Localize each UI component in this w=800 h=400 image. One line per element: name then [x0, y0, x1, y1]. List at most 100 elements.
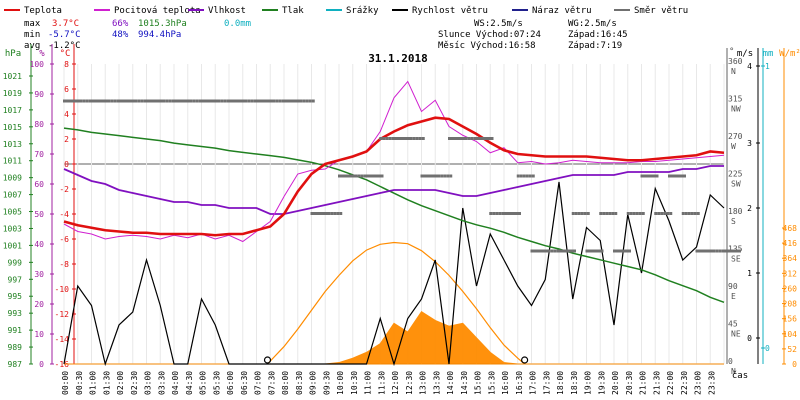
- wind-direction-point: [608, 212, 612, 215]
- wind-direction-point: [693, 212, 697, 215]
- wind-direction-point: [533, 249, 537, 253]
- time-tick-label: 02:00: [116, 371, 125, 395]
- wind-direction-point: [217, 99, 221, 103]
- hpa-tick-label: 1007: [3, 191, 22, 200]
- wind-direction-point: [223, 99, 227, 103]
- temp-tick-label: -4: [59, 210, 69, 219]
- wind-direction-point: [489, 212, 493, 215]
- time-tick-label: 01:30: [102, 371, 111, 395]
- time-tick-label: 03:30: [157, 371, 166, 395]
- stat-avg-label: avg: [24, 41, 40, 51]
- wind-direction-point: [124, 99, 127, 103]
- time-tick-label: 14:00: [446, 371, 455, 395]
- wind-direction-point: [286, 99, 289, 103]
- wind-direction-point: [189, 99, 193, 103]
- wind-direction-point: [289, 99, 292, 103]
- wind-direction-point: [531, 174, 535, 178]
- wind-direction-point: [234, 99, 237, 103]
- wind-direction-point: [269, 99, 273, 103]
- info-moon-rise: Měsíc Východ:16:58: [438, 41, 536, 51]
- wind-direction-point: [616, 249, 619, 253]
- time-tick-label: 23:30: [707, 371, 716, 395]
- wind-direction-point: [668, 174, 671, 178]
- time-tick-label: 07:00: [254, 371, 263, 395]
- time-tick-label: 23:00: [694, 371, 703, 395]
- time-tick-label: 05:00: [199, 371, 208, 395]
- stat-min-hum: 48%: [112, 30, 129, 40]
- wind-direction-point: [681, 212, 685, 215]
- hpa-tick-label: 1019: [3, 89, 22, 98]
- wind-direction-point: [481, 137, 485, 140]
- solar-tick-label: 312: [783, 269, 798, 278]
- wind-direction-point: [522, 174, 526, 178]
- wind-direction-point: [295, 99, 298, 103]
- wind-direction-point: [130, 99, 133, 103]
- wind-direction-point: [368, 174, 372, 178]
- hpa-tick-label: 993: [8, 309, 23, 318]
- hpa-tick-label: 1017: [3, 106, 22, 115]
- wind-direction-point: [586, 212, 590, 215]
- series-wind-line: [63, 181, 725, 367]
- wind-direction-point: [261, 99, 265, 103]
- wind-direction-point: [365, 174, 369, 178]
- wind-direction-point: [405, 137, 408, 140]
- wind-direction-point: [613, 249, 616, 253]
- time-tick-label: 09:30: [322, 371, 331, 395]
- wind-direction-point: [179, 99, 182, 103]
- wind-direction-point: [614, 212, 618, 215]
- wind-direction-point: [723, 249, 726, 253]
- wind-direction-point: [574, 212, 578, 215]
- time-tick-label: 10:00: [336, 371, 345, 395]
- wind-direction-point: [203, 99, 207, 103]
- info-sun-set: Západ:16:45: [568, 30, 628, 40]
- wind-direction-point: [102, 99, 106, 103]
- wind-direction-point: [690, 212, 694, 215]
- time-tick-label: 20:30: [625, 371, 634, 395]
- wind-direction-point: [371, 174, 375, 178]
- wind-direction-point: [542, 249, 546, 253]
- wind-direction-point: [628, 249, 631, 253]
- wind-direction-point: [487, 137, 491, 140]
- dir-tick-deg: 90: [728, 282, 738, 291]
- wind-direction-point: [619, 249, 622, 253]
- wind-direction-point: [363, 174, 367, 178]
- time-tick-label: 18:30: [570, 371, 579, 395]
- mm-tick-label: 0: [765, 344, 770, 353]
- wind-direction-point: [281, 99, 285, 103]
- hpa-tick-label: 989: [8, 343, 23, 352]
- wind-direction-point: [240, 99, 243, 103]
- time-tick-label: 14:30: [460, 371, 469, 395]
- dir-tick-deg: 0: [728, 357, 733, 366]
- wind-direction-point: [695, 249, 699, 253]
- time-tick-label: 15:30: [487, 371, 496, 395]
- solar-tick-label: 208: [783, 300, 798, 309]
- wind-direction-point: [683, 174, 686, 178]
- wind-direction-point: [580, 212, 584, 215]
- hpa-tick-label: 1001: [3, 241, 22, 250]
- wind-direction-point: [432, 174, 436, 178]
- series-solar-max-line: [267, 241, 526, 365]
- wind-direction-point: [701, 249, 705, 253]
- dir-tick-deg: 225: [728, 170, 743, 179]
- wind-direction-point: [319, 212, 323, 215]
- ms-tick-label: 0: [747, 334, 752, 343]
- wind-direction-point: [657, 212, 661, 215]
- wind-direction-point: [185, 99, 188, 103]
- wind-direction-point: [226, 99, 230, 103]
- temp-tick-label: 6: [64, 85, 69, 94]
- wind-direction-point: [443, 174, 447, 178]
- wind-direction-point: [412, 137, 416, 140]
- time-tick-label: 04:00: [171, 371, 180, 395]
- temp-tick-label: 0: [64, 160, 69, 169]
- wind-direction-point: [69, 99, 72, 103]
- wind-direction-point: [671, 174, 674, 178]
- wind-direction-point: [336, 212, 340, 215]
- dir-tick-cardinal: NE: [731, 330, 741, 339]
- wind-direction-point: [212, 99, 216, 103]
- wind-direction-point: [473, 137, 477, 140]
- wind-direction-point: [231, 99, 234, 103]
- wind-direction-point: [127, 99, 130, 103]
- time-tick-label: 13:00: [419, 371, 428, 395]
- wind-direction-point: [605, 212, 609, 215]
